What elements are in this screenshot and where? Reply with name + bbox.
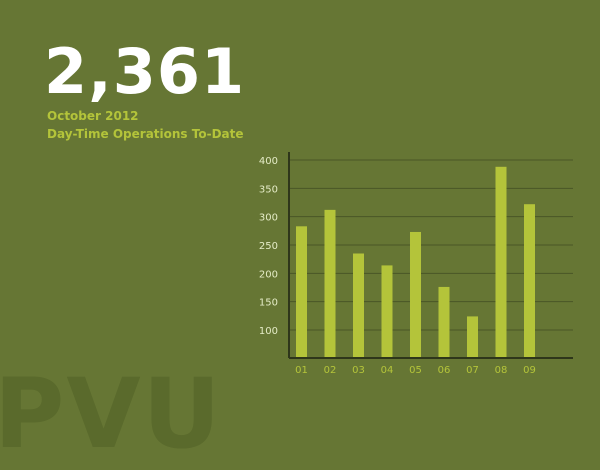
x-tick-label: 08 (495, 365, 508, 376)
tick-labels: 100 150 200 250 300 350 400 01 02 03 04 05 06 07 08 09 (259, 156, 536, 376)
x-tick-label: 07 (466, 365, 479, 376)
bar-01 (296, 226, 307, 358)
headline-description: Day-Time Operations To-Date (47, 127, 244, 141)
x-tick-label: 02 (324, 365, 337, 376)
y-tick-label: 250 (259, 241, 278, 252)
bar-04 (381, 265, 393, 358)
x-tick-label: 09 (523, 365, 536, 376)
x-tick-label: 05 (409, 365, 422, 376)
x-tick-label: 03 (352, 365, 365, 376)
headline-period: October 2012 (47, 109, 139, 123)
x-tick-label: 01 (295, 365, 308, 376)
bar-06 (438, 286, 450, 358)
bar-07 (467, 316, 478, 358)
headline-value: 2,361 (44, 35, 246, 108)
axes (288, 152, 573, 359)
y-tick-label: 100 (259, 326, 278, 337)
y-tick-label: 150 (259, 298, 278, 309)
bar-09 (524, 204, 535, 358)
bar-05 (410, 231, 421, 358)
y-tick-label: 300 (259, 213, 278, 224)
pvu-watermark: PVU (0, 358, 223, 470)
bar-08 (495, 166, 507, 358)
operations-bar-chart: 100 150 200 250 300 350 400 01 02 03 04 05 06 07 08 09 (259, 152, 573, 376)
y-tick-label: 350 (259, 184, 278, 195)
bars (296, 166, 535, 358)
bar-03 (353, 253, 364, 358)
bar-02 (324, 209, 336, 358)
x-tick-label: 06 (438, 365, 451, 376)
x-tick-label: 04 (381, 365, 394, 376)
y-tick-label: 200 (259, 269, 278, 280)
y-tick-label: 400 (259, 156, 278, 167)
